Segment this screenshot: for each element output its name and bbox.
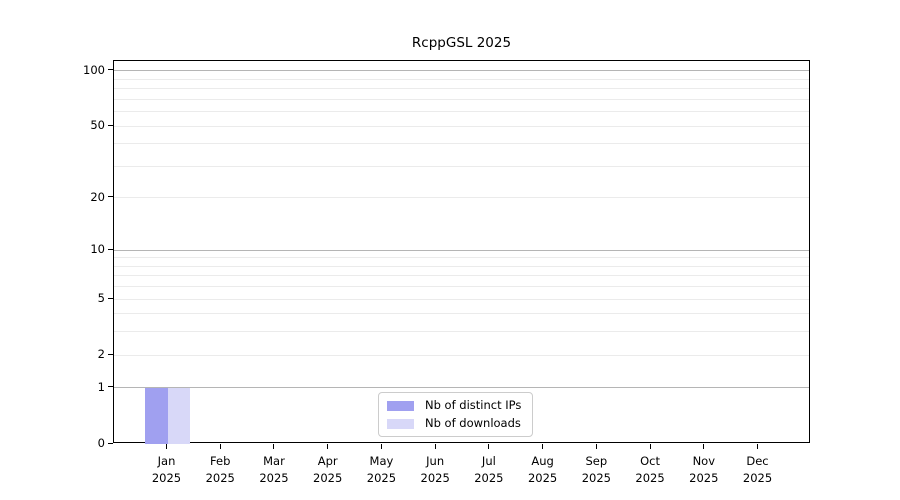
minor-gridline	[114, 165, 809, 167]
x-tick-year: 2025	[581, 471, 611, 485]
minor-gridline	[114, 143, 809, 145]
y-tick-mark	[108, 69, 113, 71]
x-tick-month: Nov	[692, 454, 716, 468]
minor-gridline	[114, 88, 809, 90]
major-gridline	[114, 70, 809, 72]
x-tick-mark	[649, 444, 651, 449]
y-tick-mark	[108, 353, 113, 355]
y-tick-label: 0	[97, 436, 105, 450]
x-tick-month: Sep	[585, 454, 608, 468]
minor-gridline	[114, 125, 809, 127]
x-tick-month: Aug	[531, 454, 554, 468]
x-tick-year: 2025	[689, 471, 719, 485]
bar-downloads	[167, 387, 190, 444]
x-tick-label: Nov 2025	[672, 453, 736, 487]
x-tick-label: Dec 2025	[726, 453, 790, 487]
minor-gridline	[114, 331, 809, 333]
y-tick-label: 10	[90, 242, 105, 257]
x-tick-year: 2025	[259, 471, 289, 485]
y-tick-mark	[108, 386, 113, 388]
x-tick-mark	[273, 444, 275, 449]
x-tick-month: Apr	[317, 454, 338, 468]
x-tick-year: 2025	[151, 471, 182, 485]
legend-item-distinct-ips: Nb of distinct IPs	[387, 398, 521, 413]
x-tick-mark	[703, 444, 705, 449]
x-tick-mark	[327, 444, 329, 449]
minor-gridline	[114, 78, 809, 80]
x-tick-month: Dec	[746, 454, 769, 468]
x-tick-mark	[595, 444, 597, 449]
bar-distinct-ips	[145, 387, 168, 444]
legend-swatch-distinct-ips	[387, 400, 414, 411]
x-tick-label: Aug 2025	[511, 453, 575, 487]
x-tick-year: 2025	[742, 471, 773, 485]
y-tick-label: 2	[97, 347, 105, 362]
minor-gridline	[114, 313, 809, 315]
x-tick-mark	[488, 444, 490, 449]
x-tick-month: Jul	[481, 454, 496, 468]
y-tick-mark	[108, 442, 113, 444]
chart-title: RcppGSL 2025	[411, 35, 512, 51]
y-tick-label: 100	[83, 62, 105, 77]
x-tick-mark	[380, 444, 382, 449]
x-tick-year: 2025	[313, 471, 343, 485]
minor-gridline	[114, 298, 809, 300]
x-tick-mark	[219, 444, 221, 449]
x-tick-label: Jul 2025	[457, 453, 521, 487]
x-tick-month: Mar	[263, 454, 285, 468]
x-tick-mark	[166, 444, 167, 449]
y-tick-label: 20	[90, 189, 105, 204]
minor-gridline	[114, 265, 809, 267]
x-tick-month: Jun	[426, 454, 445, 468]
minor-gridline	[114, 111, 809, 113]
x-tick-month: Feb	[210, 454, 231, 468]
x-tick-year: 2025	[527, 471, 558, 485]
minor-gridline	[114, 98, 809, 100]
plot-area	[113, 60, 810, 444]
x-tick-label: Sep 2025	[564, 453, 628, 487]
x-tick-year: 2025	[474, 471, 504, 485]
y-tick-mark	[108, 297, 113, 299]
legend-item-downloads: Nb of downloads	[387, 416, 521, 431]
minor-gridline	[114, 354, 809, 356]
y-tick-label: 5	[97, 291, 105, 306]
x-tick-label: Jun 2025	[403, 453, 467, 487]
x-tick-year: 2025	[635, 471, 665, 485]
legend: Nb of distinct IPs Nb of downloads	[378, 392, 534, 437]
x-tick-month: Jan	[157, 454, 176, 468]
minor-gridline	[114, 286, 809, 288]
x-tick-label: May 2025	[349, 453, 413, 487]
legend-label-distinct-ips: Nb of distinct IPs	[425, 398, 522, 412]
major-gridline	[114, 249, 809, 251]
y-tick-label: 50	[90, 118, 105, 133]
y-tick-mark	[108, 196, 113, 198]
x-tick-label: Oct 2025	[618, 453, 682, 487]
x-tick-label: Mar 2025	[242, 453, 306, 487]
x-tick-mark	[542, 444, 544, 449]
x-tick-month: Oct	[640, 454, 660, 468]
x-tick-year: 2025	[205, 471, 235, 485]
minor-gridline	[114, 197, 809, 199]
x-tick-mark	[434, 444, 436, 449]
x-tick-year: 2025	[366, 471, 397, 485]
legend-label-downloads: Nb of downloads	[425, 416, 521, 430]
major-gridline	[114, 387, 809, 389]
y-tick-mark	[108, 124, 113, 126]
minor-gridline	[114, 257, 809, 259]
y-tick-label: 1	[97, 379, 105, 394]
x-tick-label: Jan 2025	[135, 453, 199, 487]
legend-swatch-downloads	[387, 418, 414, 429]
x-tick-label: Feb 2025	[188, 453, 252, 487]
x-tick-label: Apr 2025	[296, 453, 360, 487]
minor-gridline	[114, 275, 809, 277]
x-tick-month: May	[369, 454, 394, 468]
x-tick-mark	[757, 444, 759, 449]
x-tick-year: 2025	[420, 471, 450, 485]
y-tick-mark	[108, 248, 113, 250]
